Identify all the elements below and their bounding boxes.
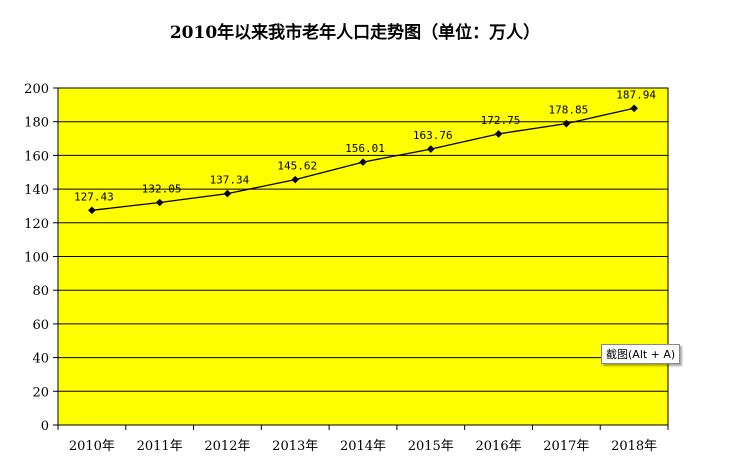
y-tick-label: 200 [24, 82, 49, 97]
y-tick-label: 40 [32, 352, 49, 367]
data-label-2: 137.34 [210, 174, 250, 187]
y-tick-label: 160 [24, 149, 49, 164]
data-point-4 [359, 158, 367, 166]
y-tick-label: 140 [24, 183, 49, 198]
chart-title: 2010年以来我市老年人口走势图（单位：万人） [170, 22, 540, 43]
data-label-4: 156.01 [345, 142, 385, 155]
y-tick-label: 0 [41, 419, 49, 434]
x-tick-label: 2015年 [408, 439, 454, 454]
data-label-3: 145.62 [277, 160, 317, 173]
y-tick-label: 20 [32, 385, 49, 400]
data-point-3 [291, 175, 300, 184]
data-point-6 [494, 130, 503, 138]
y-tick-label: 180 [24, 116, 49, 131]
data-label-0: 127.43 [74, 190, 114, 203]
data-label-5: 163.76 [413, 129, 453, 142]
y-tick-label: 60 [32, 318, 49, 333]
x-tick-label: 2016年 [476, 439, 522, 454]
x-tick-label: 2010年 [69, 439, 115, 454]
data-point-8 [630, 104, 638, 113]
data-label-7: 178.85 [548, 104, 588, 117]
data-point-7 [562, 119, 571, 128]
y-tick-label: 120 [24, 217, 49, 232]
data-label-6: 172.75 [481, 114, 521, 127]
y-tick-label: 80 [32, 284, 49, 299]
x-tick-label: 2013年 [272, 439, 318, 454]
x-tick-label: 2018年 [611, 439, 657, 454]
data-label-1: 132.05 [142, 182, 182, 195]
data-point-1 [155, 198, 164, 207]
screenshot-tooltip: 截图(Alt + A) [601, 344, 681, 364]
data-point-0 [88, 206, 96, 215]
x-tick-label: 2014年 [340, 439, 386, 454]
data-point-2 [223, 189, 232, 198]
x-tick-label: 2011年 [137, 439, 183, 454]
series-line-group: 127.43 132.05 137.34 145.62 156.01 163.76 172.… [74, 88, 656, 215]
data-label-8: 187.94 [616, 88, 656, 101]
y-tick-label: 100 [24, 251, 49, 266]
data-point-5 [426, 145, 435, 153]
x-tick-label: 2017年 [543, 439, 589, 454]
y-axis: 0 20 40 60 80 100 120 140 160 180 200 [24, 82, 58, 434]
x-axis: 2010年 2011年 2012年 2013年 2014年 2015年 2016年 2017年… [57, 425, 669, 454]
x-tick-label: 2012年 [204, 439, 250, 454]
